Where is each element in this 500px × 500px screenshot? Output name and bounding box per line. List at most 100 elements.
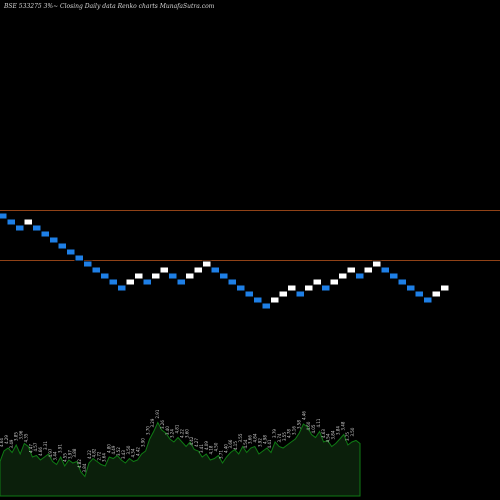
- volume-data-label: 3.44: [53, 451, 58, 460]
- volume-data-label: 3.84: [82, 463, 87, 472]
- down-brick: [406, 284, 416, 292]
- volume-data-label: 4.80: [106, 444, 111, 453]
- volume-data-label: 4.11: [316, 418, 321, 427]
- volume-data-label: 3.88: [72, 448, 77, 457]
- down-brick: [117, 284, 127, 292]
- volume-data-label: 3.74: [277, 433, 282, 442]
- volume-data-label: 4.27: [194, 438, 199, 447]
- volume-data-label: 4.22: [87, 450, 92, 459]
- volume-data-label: 4.22: [179, 429, 184, 438]
- chart-caption: Closing Daily data Renko charts MunafaSu…: [60, 3, 215, 10]
- volume-data-label: 4.29: [4, 435, 9, 444]
- volume-data-label: 3.49: [9, 439, 14, 448]
- renko-bricks: [0, 212, 450, 310]
- volume-data-label: 3.50: [350, 427, 355, 436]
- down-brick: [168, 272, 178, 280]
- up-brick: [23, 218, 33, 226]
- volume-data-label: 3.58: [296, 420, 301, 429]
- down-brick: [66, 248, 76, 256]
- volume-data-label: 3.70: [145, 426, 150, 435]
- down-brick: [261, 302, 271, 310]
- volume-data-label: 3.41: [199, 444, 204, 453]
- volume-data-label: 4.41: [267, 439, 272, 448]
- down-brick: [91, 266, 101, 274]
- volume-data-label: 4.81: [175, 424, 180, 433]
- volume-data-label: 3.48: [340, 421, 345, 430]
- volume-data-label: 3.66: [248, 435, 253, 444]
- volume-data-label: 2.91: [155, 409, 160, 418]
- down-brick: [227, 278, 237, 286]
- volume-data-label: 3.97: [67, 450, 72, 459]
- up-brick: [287, 284, 297, 292]
- volume-data-label: 4.42: [136, 447, 141, 456]
- volume-data-label: 4.54: [243, 439, 248, 448]
- down-brick: [74, 254, 84, 262]
- volume-data-label: 3.24: [170, 429, 175, 438]
- volume-data-label: 4.18: [209, 445, 214, 454]
- down-brick: [176, 278, 186, 286]
- up-brick: [363, 266, 373, 274]
- down-brick: [389, 272, 399, 280]
- up-brick: [304, 284, 314, 292]
- down-brick: [15, 224, 25, 232]
- volume-data-label: 4.63: [321, 429, 326, 438]
- down-brick: [219, 272, 229, 280]
- down-brick: [100, 272, 110, 280]
- volume-data-label: 3.84: [331, 430, 336, 439]
- volume-data-label: 3.96: [19, 430, 24, 439]
- up-brick: [312, 278, 322, 286]
- volume-data-label: 3.55: [282, 432, 287, 441]
- volume-data-label: 3.31: [43, 441, 48, 450]
- volume-data-label: 4.98: [262, 435, 267, 444]
- volume-data-label: 3.92: [257, 438, 262, 447]
- volume-data-label: 3.85: [14, 432, 19, 441]
- volume-data-label: 4.60: [306, 421, 311, 430]
- volume-data-label: 3.29: [150, 418, 155, 427]
- up-brick: [372, 260, 382, 268]
- volume-data-label: 3.91: [58, 444, 63, 453]
- volume-data-label: 4.46: [301, 411, 306, 420]
- volume-data-label: 4.78: [287, 429, 292, 438]
- down-brick: [49, 236, 59, 244]
- volume-data-label: 3.71: [218, 450, 223, 459]
- down-brick: [397, 278, 407, 286]
- down-brick: [236, 284, 246, 292]
- volume-data-label: 3.64: [101, 453, 106, 462]
- down-brick: [83, 260, 93, 268]
- volume-data-label: 4.42: [189, 436, 194, 445]
- volume-data-label: 2.72: [97, 451, 102, 460]
- down-brick: [355, 272, 365, 280]
- volume-data-label: 3.55: [238, 433, 243, 442]
- volume-data-label: 3.60: [184, 429, 189, 438]
- down-brick: [321, 284, 331, 292]
- down-brick: [6, 218, 16, 226]
- up-brick: [278, 290, 288, 298]
- down-brick: [40, 230, 50, 238]
- down-brick: [57, 242, 67, 250]
- volume-data-label: 3.40: [165, 426, 170, 435]
- volume-data-label: 3.75: [345, 432, 350, 441]
- up-brick: [440, 284, 450, 292]
- volume-data-label: 4.05: [311, 424, 316, 433]
- volume-data-label: 4.82: [92, 448, 97, 457]
- up-brick: [185, 272, 195, 280]
- volume-data-label: 4.09: [204, 441, 209, 450]
- volume-data-label: 4.35: [23, 433, 28, 442]
- volume-data-label: 3.84: [335, 426, 340, 435]
- down-brick: [32, 224, 42, 232]
- volume-data-label: 4.34: [131, 448, 136, 457]
- volume-data-label: 4.64: [0, 438, 4, 447]
- volume-data-label: 3.66: [228, 439, 233, 448]
- volume-area: [0, 421, 361, 497]
- volume-data-label: 4.55: [62, 453, 67, 462]
- volume-data-label: 3.79: [272, 429, 277, 438]
- up-brick: [125, 278, 135, 286]
- volume-data-label: 4.66: [38, 447, 43, 456]
- volume-data-label: 4.47: [28, 444, 33, 453]
- volume-data-label: 4.49: [111, 445, 116, 454]
- volume-data-label: 3.26: [160, 420, 165, 429]
- volume-data-label: 4.84: [253, 433, 258, 442]
- volume-data-label: 4.57: [33, 442, 38, 451]
